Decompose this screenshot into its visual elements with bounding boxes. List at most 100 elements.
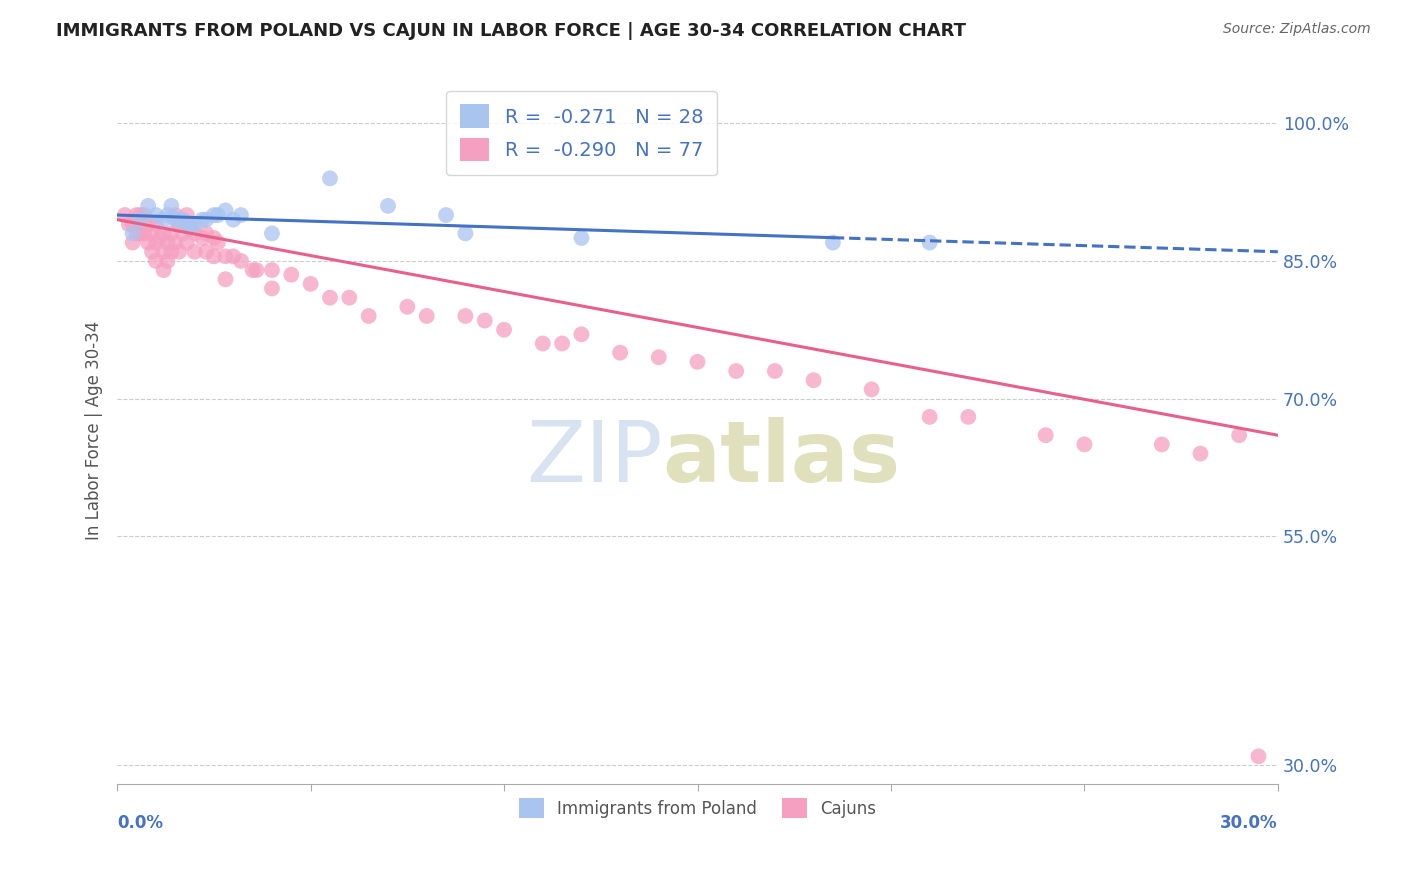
Point [172, 227, 194, 241]
Point [160, 227, 183, 241]
Point [1073, 437, 1095, 451]
Point [183, 227, 205, 241]
Point [337, 291, 360, 305]
Point [136, 217, 159, 231]
Point [531, 336, 554, 351]
Point [195, 212, 218, 227]
Point [454, 309, 477, 323]
Point [551, 336, 574, 351]
Point [176, 235, 198, 250]
Point [191, 231, 214, 245]
Point [118, 217, 141, 231]
Point [121, 227, 143, 241]
Point [121, 235, 143, 250]
Point [686, 355, 709, 369]
Point [319, 171, 342, 186]
Point [260, 227, 283, 241]
Point [1189, 446, 1212, 460]
Point [129, 212, 152, 227]
Point [299, 277, 322, 291]
Point [165, 208, 187, 222]
Point [207, 235, 229, 250]
Point [152, 212, 174, 227]
Point [229, 254, 252, 268]
Point [167, 244, 190, 259]
Point [648, 351, 671, 365]
Point [167, 217, 190, 231]
Point [172, 212, 194, 227]
Point [125, 227, 148, 241]
Point [609, 345, 631, 359]
Point [377, 199, 399, 213]
Point [214, 272, 236, 286]
Point [222, 212, 245, 227]
Point [129, 208, 152, 222]
Text: Source: ZipAtlas.com: Source: ZipAtlas.com [1223, 22, 1371, 37]
Point [202, 208, 225, 222]
Point [245, 263, 267, 277]
Point [260, 281, 283, 295]
Point [165, 235, 187, 250]
Point [957, 409, 980, 424]
Point [571, 327, 593, 342]
Point [160, 244, 183, 259]
Point [129, 227, 152, 241]
Point [180, 222, 202, 236]
Text: IMMIGRANTS FROM POLAND VS CAJUN IN LABOR FORCE | AGE 30-34 CORRELATION CHART: IMMIGRANTS FROM POLAND VS CAJUN IN LABOR… [56, 22, 966, 40]
Point [494, 323, 516, 337]
Point [1035, 428, 1057, 442]
Point [571, 231, 593, 245]
Point [396, 300, 419, 314]
Point [454, 227, 477, 241]
Point [1247, 749, 1270, 764]
Point [156, 254, 179, 268]
Point [214, 203, 236, 218]
Point [183, 217, 205, 231]
Point [136, 199, 159, 213]
Text: ZIP: ZIP [526, 417, 662, 500]
Point [191, 212, 214, 227]
Point [145, 208, 167, 222]
Point [821, 235, 844, 250]
Point [152, 244, 174, 259]
Text: 30.0%: 30.0% [1220, 814, 1278, 832]
Text: atlas: atlas [662, 417, 901, 500]
Point [152, 263, 174, 277]
Point [141, 244, 163, 259]
Point [136, 235, 159, 250]
Point [260, 263, 283, 277]
Point [229, 208, 252, 222]
Point [222, 249, 245, 263]
Point [202, 231, 225, 245]
Point [357, 309, 380, 323]
Point [918, 409, 941, 424]
Point [280, 268, 302, 282]
Point [202, 249, 225, 263]
Point [121, 217, 143, 231]
Point [114, 208, 136, 222]
Point [214, 249, 236, 263]
Legend: Immigrants from Poland, Cajuns: Immigrants from Poland, Cajuns [512, 791, 883, 825]
Point [176, 217, 198, 231]
Point [415, 309, 437, 323]
Point [125, 208, 148, 222]
Point [145, 217, 167, 231]
Point [183, 244, 205, 259]
Point [860, 383, 883, 397]
Point [207, 208, 229, 222]
Text: 0.0%: 0.0% [117, 814, 163, 832]
Point [1150, 437, 1173, 451]
Point [152, 227, 174, 241]
Point [195, 227, 218, 241]
Y-axis label: In Labor Force | Age 30-34: In Labor Force | Age 30-34 [86, 321, 103, 541]
Point [195, 244, 218, 259]
Point [434, 208, 457, 222]
Point [141, 227, 163, 241]
Point [918, 235, 941, 250]
Point [156, 235, 179, 250]
Point [145, 235, 167, 250]
Point [725, 364, 748, 378]
Point [134, 227, 156, 241]
Point [803, 373, 825, 387]
Point [167, 212, 190, 227]
